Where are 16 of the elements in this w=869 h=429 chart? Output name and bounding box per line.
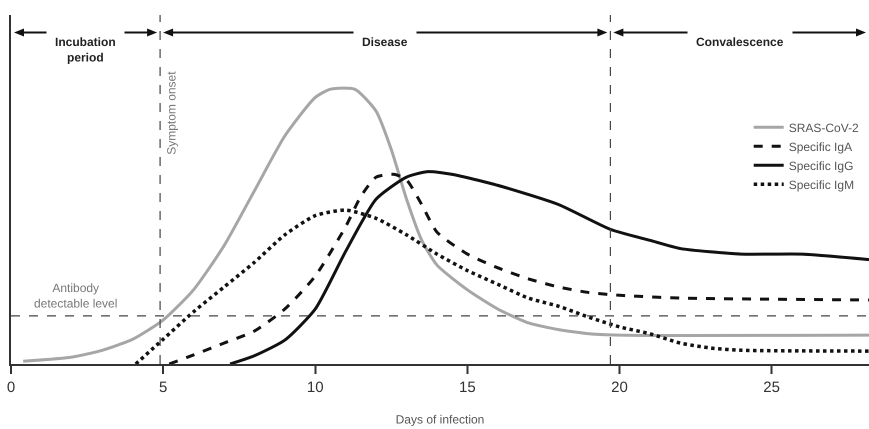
ref-line-label: Symptom onset — [164, 70, 178, 155]
x-tick-label: 15 — [459, 379, 476, 396]
x-tick-label: 25 — [763, 379, 780, 396]
x-tick-label: 20 — [611, 379, 628, 396]
legend-label: Specific IgM — [788, 178, 854, 192]
x-tick-label: 5 — [158, 379, 168, 396]
x-axis-title: Days of infection — [396, 412, 484, 426]
text: Convalescence — [696, 35, 784, 49]
text: Disease — [362, 35, 408, 49]
x-tick-label: 0 — [6, 379, 16, 396]
x-tick-label: 10 — [306, 379, 324, 396]
legend-label: Specific IgG — [788, 158, 854, 173]
legend-label: Specific IgA — [788, 140, 852, 154]
ref-line-label: Antibody detectable level — [34, 281, 118, 311]
legend-label: SRAS-CoV-2 — [788, 120, 860, 135]
text: Incubation period — [55, 35, 116, 65]
